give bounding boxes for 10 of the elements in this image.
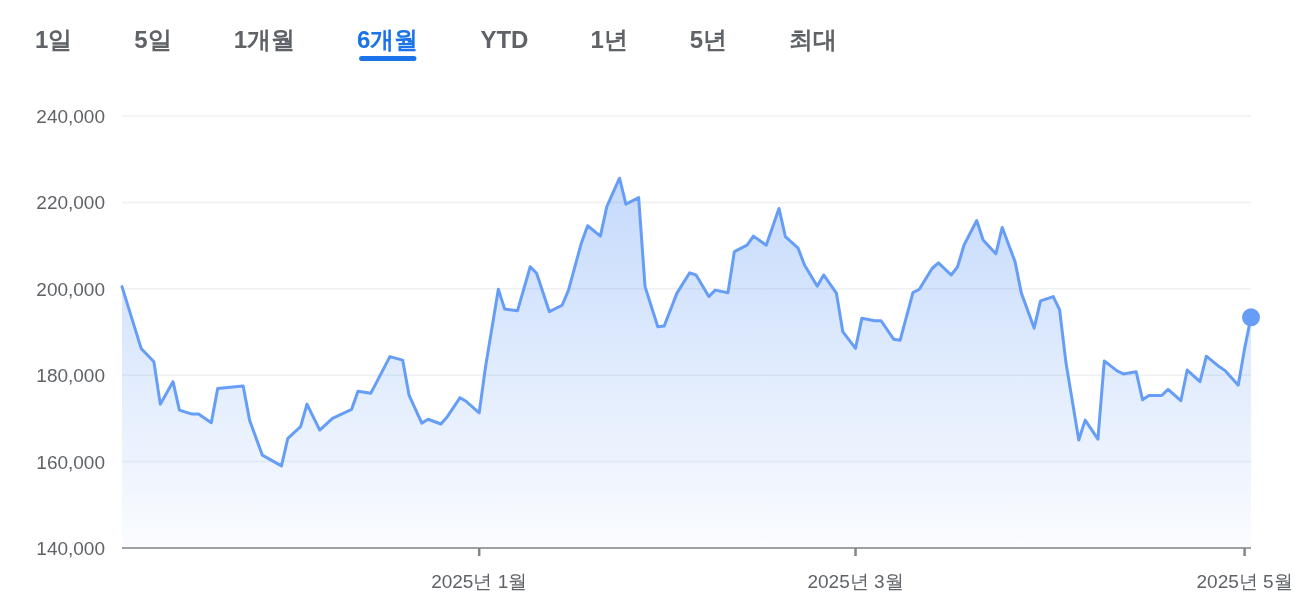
y-tick-label: 220,000 bbox=[36, 192, 105, 214]
y-tick-label: 200,000 bbox=[36, 278, 105, 300]
range-tabs: 1일 5일 1개월 6개월 YTD 1년 5년 최대 bbox=[35, 26, 838, 61]
x-tick-label: 2025년 5월 bbox=[1196, 571, 1293, 592]
y-tick-label: 180,000 bbox=[36, 365, 105, 387]
y-tick-label: 240,000 bbox=[36, 106, 105, 127]
y-tick-label: 160,000 bbox=[36, 451, 105, 473]
y-tick-label: 140,000 bbox=[36, 538, 105, 559]
x-tick-label: 2025년 3월 bbox=[807, 571, 904, 592]
x-tick-label: 2025년 1월 bbox=[431, 571, 528, 592]
